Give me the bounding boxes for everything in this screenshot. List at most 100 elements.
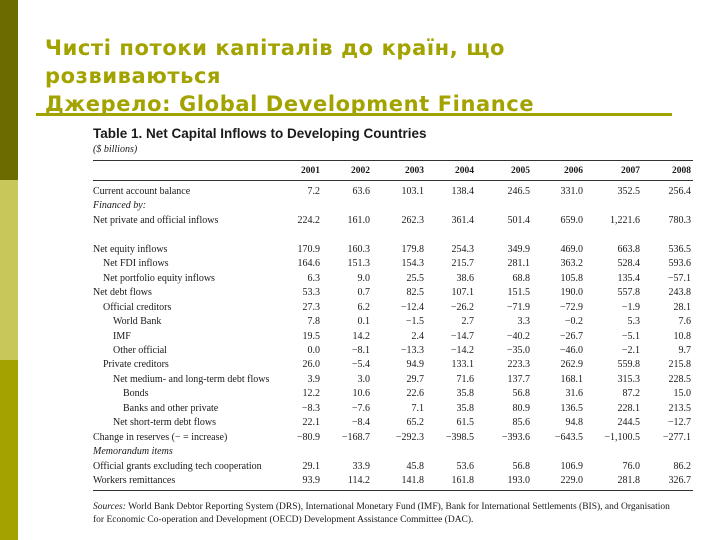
cell-2001: 7.2 (307, 186, 321, 197)
cell-2004: −14.2 (450, 344, 474, 356)
cell-2007: −1.9 (621, 301, 640, 313)
cell-2007: −5.1 (621, 330, 640, 342)
row-label: IMF (113, 330, 131, 342)
cell-2001: 27.3 (302, 301, 321, 313)
cell-2008: −277.1 (662, 431, 691, 443)
cell-2003: 94.9 (406, 359, 425, 371)
cell-2004: −398.5 (445, 431, 474, 443)
cell-2006: 106.9 (560, 460, 584, 472)
cell-2008: 243.8 (668, 287, 692, 299)
table-row: IMF 19.5 14.2 2.4 −14.7 −40.2 −26.7 −5.1 10.8 (93, 330, 693, 344)
cell-2007: 559.8 (617, 359, 641, 371)
cell-2002: −7.6 (351, 402, 370, 414)
cell-2005: 68.8 (512, 272, 531, 284)
table-row: Net portfolio equity inflows 6.3 9.0 25.5 38… (93, 272, 693, 286)
cell-2003: 154.3 (401, 258, 425, 270)
cell-2007: 135.4 (617, 272, 641, 284)
cell-2008: 9.7 (678, 344, 692, 356)
cell-2005: 85.6 (512, 417, 531, 429)
cell-2006: 31.6 (565, 388, 584, 400)
side-bar-bottom (0, 360, 18, 540)
cell-2003: 22.6 (406, 388, 425, 400)
cell-2005: 56.8 (512, 388, 531, 400)
year-header-2008: 2008 (672, 166, 691, 176)
cell-2003: 82.5 (406, 287, 425, 299)
table-row: Net equity inflows 170.9 160.3 179.8 254.3 34… (93, 243, 693, 257)
table-row: Bonds 12.2 10.6 22.6 35.8 56.8 31.6 87.2 15.0 (93, 387, 693, 401)
row-label: Private creditors (103, 359, 169, 371)
cell-2008: 213.5 (668, 402, 692, 414)
cell-2004: 161.8 (451, 475, 475, 486)
table-row: Net short-term debt flows 22.1 −8.4 65.2 61.… (93, 416, 693, 430)
sources-text: World Bank Debtor Reporting System (DRS)… (93, 502, 670, 525)
table-top-rule (93, 160, 693, 161)
table-row: Change in reserves (− = increase) −80.9 −1… (93, 431, 693, 445)
table-bottom-rule (93, 490, 693, 491)
cell-2003: 65.2 (406, 417, 425, 429)
row-label: Net short-term debt flows (113, 417, 217, 429)
cell-2006: 105.8 (560, 272, 584, 284)
cell-2008: 7.6 (678, 316, 692, 328)
cell-2003: 25.5 (406, 272, 425, 284)
row-label: Financed by: (93, 200, 147, 212)
row-label: Net private and official inflows (93, 214, 219, 226)
row-label: Official grants excluding tech cooperati… (93, 460, 262, 472)
cell-2002: 9.0 (357, 272, 371, 284)
cell-2005: −393.6 (501, 431, 530, 443)
cell-2008: 256.4 (668, 186, 692, 197)
cell-2001: 93.9 (302, 475, 321, 486)
cell-2007: 228.1 (617, 402, 641, 414)
slide-title-line-2: розвиваються (45, 64, 222, 88)
cell-2003: 103.1 (401, 186, 425, 197)
cell-2005: 80.9 (512, 402, 531, 414)
cell-2008: 593.6 (668, 258, 692, 270)
cell-2005: 281.1 (507, 258, 531, 270)
cell-2002: −8.4 (351, 417, 370, 429)
cell-2005: 223.3 (507, 359, 531, 371)
cell-2001: 224.2 (297, 214, 321, 226)
row-label: Current account balance (93, 186, 191, 197)
cell-2004: 133.1 (451, 359, 475, 371)
cell-2006: 136.5 (560, 402, 584, 414)
table-row: Net FDI inflows 164.6 151.3 154.3 215.7 281.1… (93, 257, 693, 271)
cell-2007: 352.5 (617, 186, 641, 197)
cell-2007: 315.3 (617, 373, 641, 385)
cell-2005: 193.0 (507, 475, 531, 486)
cell-2004: 38.6 (456, 272, 475, 284)
cell-2004: 53.6 (456, 460, 475, 472)
cell-2001: 29.1 (302, 460, 321, 472)
cell-2004: 71.6 (456, 373, 475, 385)
table-row: Official creditors 27.3 6.2 −12.4 −26.2 −71.9… (93, 301, 693, 315)
cell-2004: 35.8 (456, 402, 475, 414)
table-row: Memorandum items (93, 445, 693, 459)
cell-2001: −80.9 (296, 431, 320, 443)
cell-2004: −14.7 (450, 330, 474, 342)
cell-2001: 170.9 (297, 243, 321, 255)
cell-2005: 3.3 (517, 316, 531, 328)
cell-2003: 45.8 (406, 460, 425, 472)
cell-2006: 229.0 (560, 475, 584, 486)
cell-2007: −1,100.5 (604, 431, 640, 443)
table-header: 2001 2002 2003 2004 2005 2006 2007 2008 (93, 166, 693, 178)
cell-2004: 138.4 (451, 186, 475, 197)
table-row: Current account balance 7.2 63.6 103.1 138.4… (93, 185, 693, 199)
cell-2002: 0.1 (357, 316, 371, 328)
cell-2001: 6.3 (307, 272, 321, 284)
cell-2008: 215.8 (668, 359, 692, 371)
slide-title: Чисті потоки капіталів до країн, що розв… (45, 34, 695, 118)
cell-2003: 179.8 (401, 243, 425, 255)
row-label: Bonds (123, 388, 149, 400)
cell-2003: 262.3 (401, 214, 425, 226)
cell-2002: 6.2 (357, 301, 371, 313)
cell-2003: 141.8 (401, 475, 425, 486)
year-header-2007: 2007 (621, 166, 640, 176)
cell-2001: 19.5 (302, 330, 321, 342)
row-label: Change in reserves (− = increase) (93, 431, 228, 443)
cell-2008: −12.7 (667, 417, 691, 429)
cell-2006: −72.9 (559, 301, 583, 313)
row-label: Net equity inflows (93, 243, 168, 255)
cell-2001: 164.6 (297, 258, 321, 270)
cell-2008: 10.8 (673, 330, 692, 342)
cell-2007: 76.0 (622, 460, 641, 472)
cell-2002: 63.6 (352, 186, 371, 197)
